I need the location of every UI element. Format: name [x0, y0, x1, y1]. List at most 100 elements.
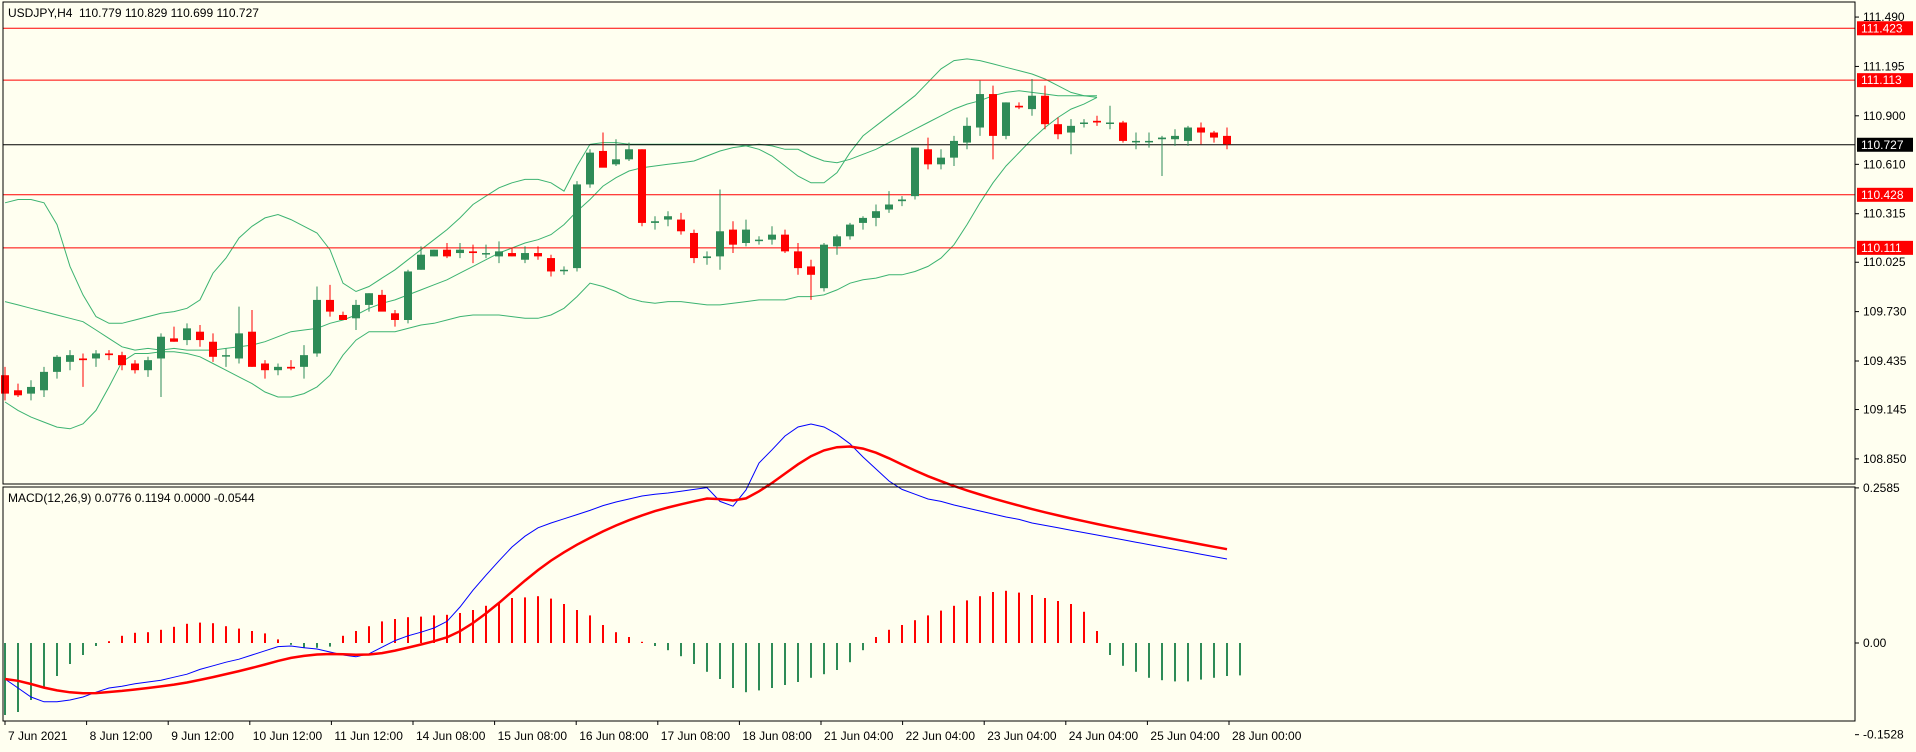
candle[interactable]	[703, 251, 711, 265]
candle[interactable]	[404, 269, 412, 324]
candle[interactable]	[92, 350, 100, 367]
candle[interactable]	[547, 254, 555, 277]
candle[interactable]	[144, 356, 152, 377]
candle[interactable]	[118, 351, 126, 371]
candle[interactable]	[625, 142, 633, 161]
candle[interactable]	[534, 246, 542, 260]
candle[interactable]	[339, 311, 347, 320]
candle[interactable]	[170, 326, 178, 342]
candle[interactable]	[352, 299, 360, 331]
candle[interactable]	[1093, 115, 1101, 126]
candle[interactable]	[768, 226, 776, 245]
candle[interactable]	[794, 243, 802, 275]
candle[interactable]	[1119, 120, 1127, 143]
candle[interactable]	[1171, 129, 1179, 146]
candle[interactable]	[690, 229, 698, 264]
candle[interactable]	[599, 132, 607, 168]
candle[interactable]	[846, 222, 854, 240]
candle[interactable]	[664, 211, 672, 227]
candle[interactable]	[261, 360, 269, 379]
candle[interactable]	[248, 309, 256, 367]
candle[interactable]	[820, 243, 828, 292]
candle[interactable]	[313, 286, 321, 357]
candle[interactable]	[222, 348, 230, 367]
candle[interactable]	[781, 229, 789, 254]
candle[interactable]	[1223, 127, 1231, 150]
candle[interactable]	[469, 244, 477, 264]
candle[interactable]	[1002, 102, 1010, 140]
candle[interactable]	[729, 221, 737, 254]
candle[interactable]	[157, 333, 165, 397]
candle[interactable]	[196, 325, 204, 347]
candle[interactable]	[274, 363, 282, 376]
candle[interactable]	[14, 383, 22, 397]
candle[interactable]	[1210, 130, 1218, 143]
candle[interactable]	[1184, 125, 1192, 146]
candle[interactable]	[560, 266, 568, 275]
candle-body	[300, 355, 308, 367]
candle[interactable]	[521, 246, 529, 264]
candle[interactable]	[365, 293, 373, 312]
candle[interactable]	[326, 284, 334, 317]
candle[interactable]	[1041, 85, 1049, 130]
candle[interactable]	[430, 249, 438, 257]
candle[interactable]	[898, 196, 906, 207]
candle[interactable]	[833, 234, 841, 255]
candle[interactable]	[989, 85, 997, 160]
candle[interactable]	[755, 236, 763, 245]
candle[interactable]	[586, 149, 594, 188]
candle[interactable]	[807, 259, 815, 300]
candle[interactable]	[1028, 78, 1036, 116]
candle[interactable]	[378, 289, 386, 312]
candle[interactable]	[742, 219, 750, 247]
candle[interactable]	[1067, 119, 1075, 155]
candle[interactable]	[456, 243, 464, 259]
candle[interactable]	[885, 191, 893, 213]
candle[interactable]	[1132, 132, 1140, 150]
candle[interactable]	[183, 323, 191, 346]
candle[interactable]	[53, 355, 61, 379]
candle[interactable]	[391, 309, 399, 327]
candle[interactable]	[924, 137, 932, 170]
candle[interactable]	[300, 345, 308, 379]
candle[interactable]	[209, 333, 217, 362]
candle[interactable]	[937, 149, 945, 170]
candle[interactable]	[963, 117, 971, 150]
candle[interactable]	[508, 248, 516, 257]
candle[interactable]	[1080, 119, 1088, 128]
candle[interactable]	[495, 241, 503, 264]
candle-body	[144, 360, 152, 371]
candle[interactable]	[1197, 122, 1205, 145]
candle[interactable]	[872, 204, 880, 227]
candle[interactable]	[235, 306, 243, 364]
candle[interactable]	[1106, 105, 1114, 130]
candle[interactable]	[40, 366, 48, 397]
candle[interactable]	[1158, 135, 1166, 177]
candle[interactable]	[1145, 132, 1153, 148]
candle[interactable]	[1, 366, 9, 401]
candle[interactable]	[950, 135, 958, 167]
candle[interactable]	[651, 216, 659, 230]
candle[interactable]	[443, 243, 451, 259]
candle[interactable]	[1054, 117, 1062, 140]
candle[interactable]	[573, 181, 581, 272]
candle[interactable]	[612, 139, 620, 167]
candle-body	[27, 386, 35, 394]
candle[interactable]	[417, 246, 425, 270]
candle[interactable]	[716, 189, 724, 270]
candle[interactable]	[79, 353, 87, 387]
candle[interactable]	[1015, 102, 1023, 110]
candle[interactable]	[105, 350, 113, 361]
candle[interactable]	[287, 360, 295, 371]
candle[interactable]	[859, 216, 867, 230]
candle[interactable]	[66, 350, 74, 371]
candle[interactable]	[482, 244, 490, 259]
candle[interactable]	[976, 80, 984, 136]
candle[interactable]	[911, 147, 919, 200]
candle[interactable]	[677, 212, 685, 235]
candle[interactable]	[27, 380, 35, 401]
candle[interactable]	[131, 360, 139, 374]
candle[interactable]	[638, 149, 646, 227]
